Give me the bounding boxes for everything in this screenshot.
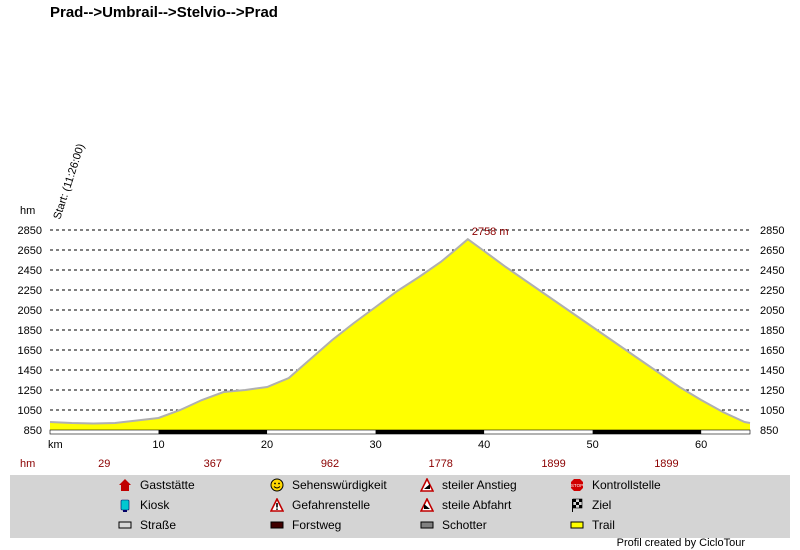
x-axis-segment <box>376 430 485 434</box>
steep-descent-icon <box>420 498 434 512</box>
hm-value: 367 <box>204 458 222 470</box>
y-tick-label-left: 2650 <box>18 245 42 257</box>
elevation-area <box>50 239 750 430</box>
steep-climb-icon <box>420 478 434 492</box>
y-tick-label-right: 1450 <box>760 365 784 377</box>
smiley-icon <box>270 478 284 492</box>
legend-item-label: Kiosk <box>140 498 169 512</box>
legend-item: Forstweg <box>270 518 341 532</box>
hm-value: 962 <box>321 458 339 470</box>
hm-value: 1899 <box>541 458 565 470</box>
x-tick-label: 50 <box>587 439 599 451</box>
legend-item-label: Trail <box>592 518 615 532</box>
y-tick-label-left: 1450 <box>18 365 42 377</box>
legend-item-label: steile Abfahrt <box>442 498 511 512</box>
gravel-swatch-icon <box>420 518 434 532</box>
legend-item: Kiosk <box>118 498 169 512</box>
hm-value: 29 <box>98 458 110 470</box>
y-tick-label-left: 850 <box>24 425 42 437</box>
y-tick-label-right: 850 <box>760 425 778 437</box>
hm-value: 1899 <box>654 458 678 470</box>
legend-item: Trail <box>570 518 615 532</box>
y-tick-label-right: 2650 <box>760 245 784 257</box>
legend: Gaststätte Sehenswürdigkeit steiler Anstie… <box>10 475 790 538</box>
legend-item-label: Gefahrenstelle <box>292 498 370 512</box>
house-icon <box>118 478 132 492</box>
legend-item: Schotter <box>420 518 487 532</box>
y-tick-label-left: 2850 <box>18 225 42 237</box>
x-axis-segment <box>593 430 702 434</box>
y-tick-label-left: 1250 <box>18 385 42 397</box>
legend-item: steile Abfahrt <box>420 498 511 512</box>
y-unit-left: hm <box>20 205 35 217</box>
x-tick-label: 10 <box>152 439 164 451</box>
y-tick-label-left: 1850 <box>18 325 42 337</box>
y-tick-label-right: 1850 <box>760 325 784 337</box>
peak-label: 2758 m <box>472 226 509 238</box>
legend-item: STOP Kontrollstelle <box>570 478 661 492</box>
y-tick-label-right: 1250 <box>760 385 784 397</box>
checkered-flag-icon <box>570 498 584 512</box>
y-tick-label-right: 2050 <box>760 305 784 317</box>
y-tick-label-left: 2450 <box>18 265 42 277</box>
y-tick-label-left: 1650 <box>18 345 42 357</box>
forest-road-swatch-icon <box>270 518 284 532</box>
legend-item: Straße <box>118 518 176 532</box>
legend-item-label: Kontrollstelle <box>592 478 661 492</box>
hm-value: 1778 <box>428 458 452 470</box>
stop-sign-icon: STOP <box>570 478 584 492</box>
svg-text:STOP: STOP <box>571 483 583 488</box>
hm-row-label: hm <box>20 458 35 470</box>
legend-item-label: Schotter <box>442 518 487 532</box>
legend-item-label: Sehenswürdigkeit <box>292 478 387 492</box>
legend-item: steiler Anstieg <box>420 478 517 492</box>
legend-item: Gaststätte <box>118 478 195 492</box>
y-tick-label-right: 2250 <box>760 285 784 297</box>
legend-item-label: Gaststätte <box>140 478 195 492</box>
y-tick-label-right: 2850 <box>760 225 784 237</box>
legend-item-label: steiler Anstieg <box>442 478 517 492</box>
y-tick-label-left: 2250 <box>18 285 42 297</box>
kiosk-icon <box>118 498 132 512</box>
y-tick-label-left: 2050 <box>18 305 42 317</box>
legend-item: Gefahrenstelle <box>270 498 370 512</box>
x-tick-label: 30 <box>369 439 381 451</box>
legend-item: Ziel <box>570 498 611 512</box>
x-tick-label: 60 <box>695 439 707 451</box>
x-tick-label: 20 <box>261 439 273 451</box>
warning-icon <box>270 498 284 512</box>
legend-item-label: Forstweg <box>292 518 341 532</box>
road-swatch-icon <box>118 518 132 532</box>
legend-item-label: Ziel <box>592 498 611 512</box>
start-label: Start: (11:26:00) <box>51 142 87 221</box>
x-tick-label: 40 <box>478 439 490 451</box>
y-tick-label-right: 2450 <box>760 265 784 277</box>
credit-text: Profil created by CicloTour <box>617 537 745 549</box>
legend-item-label: Straße <box>140 518 176 532</box>
x-unit-label: km <box>48 439 63 451</box>
legend-item: Sehenswürdigkeit <box>270 478 387 492</box>
y-tick-label-right: 1650 <box>760 345 784 357</box>
trail-swatch-icon <box>570 518 584 532</box>
x-axis-segment <box>159 430 268 434</box>
y-tick-label-left: 1050 <box>18 405 42 417</box>
y-tick-label-right: 1050 <box>760 405 784 417</box>
